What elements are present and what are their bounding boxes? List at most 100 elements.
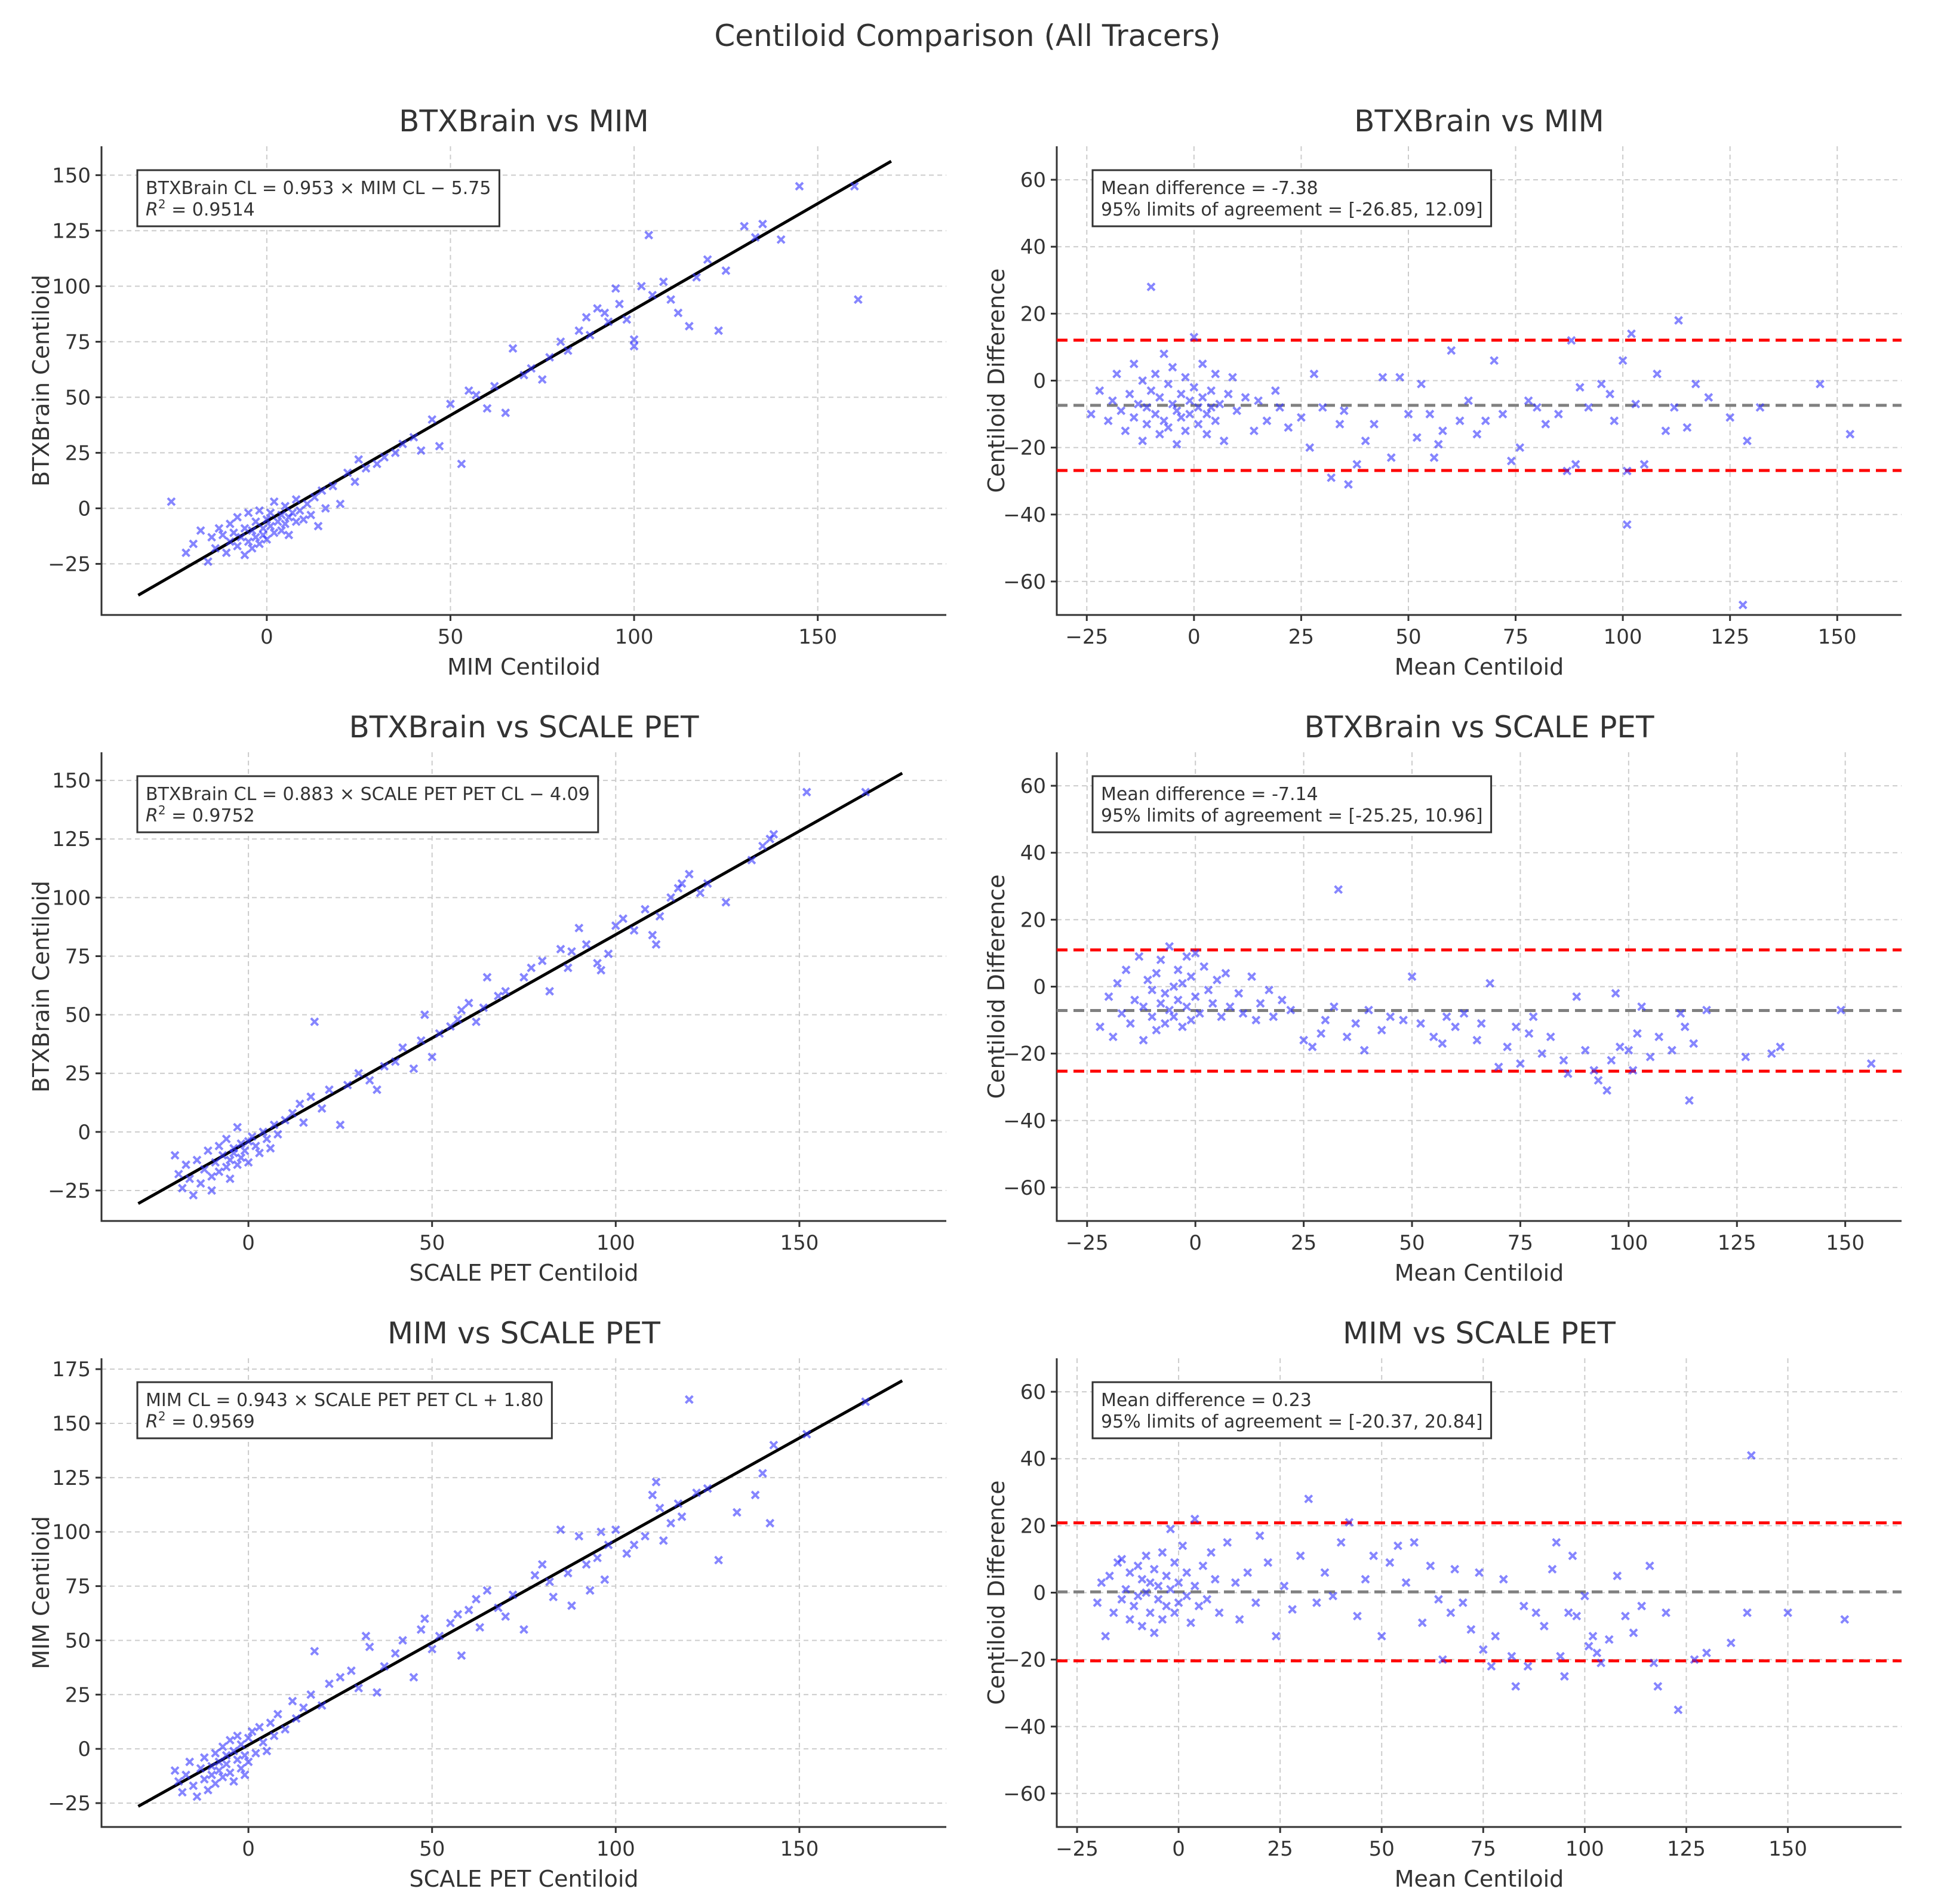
data-point: [306, 510, 316, 519]
data-point: [1156, 955, 1165, 965]
data-point: [372, 459, 382, 469]
chart-svg: BTXBrain vs SCALE PET −25 0 25 50 75 100 125 150…: [983, 710, 1902, 1286]
data-point: [1198, 359, 1207, 368]
data-point: [1637, 1002, 1647, 1011]
y-tick-label: 125: [52, 219, 91, 243]
data-point: [747, 856, 756, 865]
data-point: [615, 299, 624, 309]
y-axis-label: Centiloid Difference: [983, 875, 1010, 1099]
data-point: [192, 1155, 202, 1165]
data-point: [582, 313, 591, 322]
data-point: [1767, 1049, 1776, 1059]
data-point: [1149, 1628, 1159, 1638]
data-point: [1148, 1012, 1157, 1022]
data-point: [677, 879, 687, 888]
data-point: [758, 1469, 767, 1478]
data-point: [281, 1115, 290, 1125]
x-tick-label: 100: [596, 1837, 635, 1861]
data-point: [325, 1085, 334, 1094]
data-point: [563, 1568, 573, 1578]
data-point: [240, 1751, 250, 1760]
x-tick-label: 150: [1768, 1837, 1807, 1861]
data-point: [604, 1540, 613, 1549]
data-point: [648, 1490, 657, 1500]
data-point: [666, 295, 676, 304]
data-point: [170, 1151, 180, 1160]
data-point: [1690, 1655, 1699, 1665]
data-point: [1142, 402, 1152, 412]
data-point: [211, 1158, 220, 1167]
data-point: [1103, 416, 1113, 426]
data-point: [1159, 349, 1168, 359]
data-point: [1262, 416, 1272, 426]
data-point: [427, 1052, 437, 1062]
data-point: [1182, 1002, 1192, 1011]
data-point: [269, 1120, 279, 1130]
data-point: [692, 1488, 702, 1497]
data-point: [446, 1022, 455, 1031]
data-point: [1682, 423, 1692, 432]
y-tick-label: −20: [1003, 436, 1046, 460]
data-point: [1548, 1564, 1557, 1574]
data-point: [1207, 402, 1216, 412]
data-point: [1639, 460, 1649, 469]
data-point: [519, 1625, 528, 1634]
data-point: [1327, 473, 1336, 482]
data-point: [222, 1751, 231, 1760]
data-points: [1087, 282, 1855, 610]
data-point: [1108, 1032, 1118, 1042]
data-point: [519, 370, 528, 380]
data-point: [1238, 1008, 1248, 1018]
y-tick-label: −20: [1003, 1042, 1046, 1066]
data-point: [207, 533, 216, 542]
y-tick-label: 20: [1020, 302, 1046, 326]
data-point: [1611, 989, 1620, 998]
data-point: [1125, 1019, 1135, 1028]
data-point: [336, 1120, 345, 1130]
data-point: [225, 1768, 235, 1777]
data-point: [1816, 379, 1825, 389]
data-point: [354, 1683, 364, 1693]
data-point: [1620, 1611, 1630, 1621]
data-point: [1186, 1618, 1195, 1628]
data-point: [291, 517, 301, 527]
data-point: [1138, 436, 1148, 445]
data-point: [1498, 410, 1508, 419]
data-point: [244, 537, 253, 546]
data-point: [1669, 402, 1679, 412]
data-point: [1159, 416, 1168, 426]
data-point: [233, 1160, 242, 1170]
data-point: [479, 1003, 488, 1013]
data-point: [1580, 1591, 1589, 1601]
data-point: [435, 441, 444, 451]
chart-svg: MIM vs SCALE PET −25 0 25 50 75 100 125 150 −60 −4…: [983, 1316, 1902, 1892]
data-point: [266, 521, 275, 531]
data-point: [1170, 1558, 1179, 1567]
data-point: [1193, 402, 1203, 412]
data-point: [1329, 1002, 1339, 1011]
data-point: [1481, 416, 1490, 426]
data-point: [310, 1017, 319, 1026]
x-tick-label: 150: [1826, 1231, 1865, 1255]
data-point: [1645, 1052, 1655, 1062]
data-point: [1661, 426, 1671, 436]
data-point: [236, 1153, 246, 1162]
data-point: [1304, 1494, 1313, 1503]
data-point: [203, 1785, 213, 1795]
data-point: [1378, 373, 1388, 382]
data-point: [1685, 1096, 1694, 1105]
data-point: [372, 1688, 382, 1697]
data-point: [196, 1764, 205, 1773]
data-point: [1386, 1012, 1395, 1022]
data-point: [310, 493, 319, 502]
x-tick-label: 50: [1399, 1231, 1425, 1255]
x-tick-label: 0: [260, 625, 273, 649]
data-point: [629, 335, 639, 344]
data-point: [641, 1531, 650, 1541]
data-point: [317, 486, 327, 496]
data-point: [1563, 1069, 1573, 1078]
annotation-line-1: Mean difference = -7.38: [1101, 178, 1318, 199]
data-point: [225, 1155, 235, 1165]
data-point: [199, 1753, 209, 1762]
data-point: [1113, 979, 1122, 988]
